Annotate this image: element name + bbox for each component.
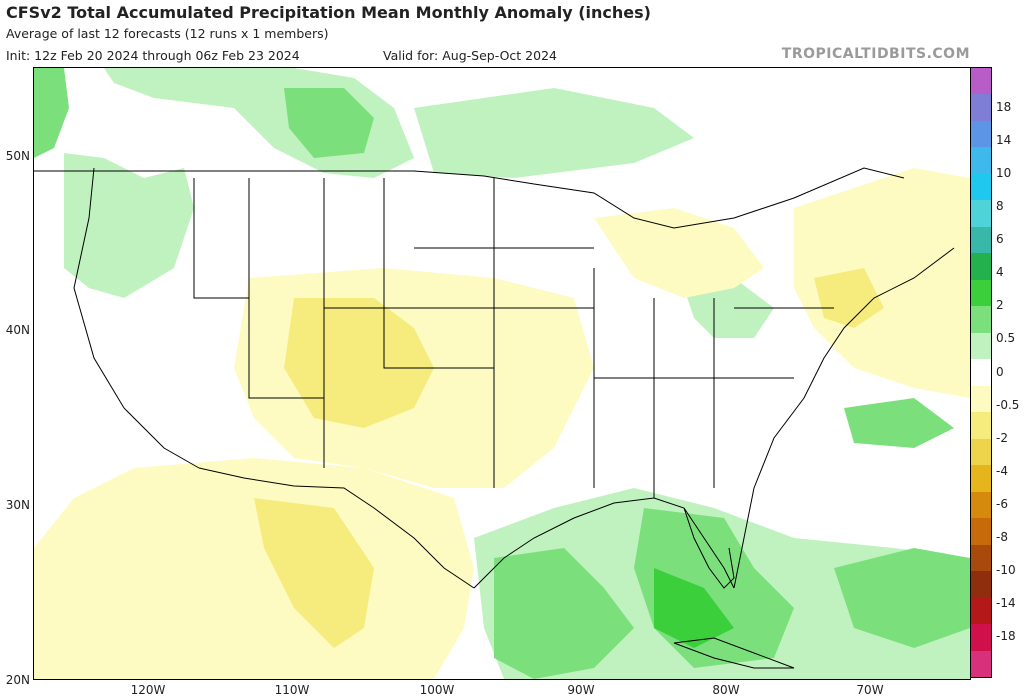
colorbar-swatch [971, 359, 991, 387]
lon-label-70w: 70W [856, 683, 884, 697]
colorbar-tick-label: -0.5 [996, 397, 1020, 412]
colorbar-tick-label: -14 [996, 596, 1016, 611]
colorbar-tick-label: 4 [996, 265, 1004, 280]
lat-label-20n: 20N [5, 673, 30, 687]
colorbar-swatch [971, 518, 991, 546]
wet-area-atlantic [834, 548, 970, 648]
wet-area-atlantic-east [844, 398, 954, 448]
dry-area-mexico [34, 458, 474, 679]
colorbar-tick-label: -8 [996, 529, 1008, 544]
colorbar-swatch [971, 650, 991, 678]
wet-area-gulf-core [494, 548, 634, 679]
florida-peninsula [683, 507, 735, 589]
lat-label-50n: 50N [5, 149, 30, 163]
lat-label-40n: 40N [5, 323, 30, 337]
state-line-2 [248, 178, 324, 399]
wet-area-bc-core [284, 88, 374, 158]
precipitation-anomaly-map[interactable] [33, 67, 971, 680]
colorbar-swatch [971, 147, 991, 175]
colorbar-tick-label: -6 [996, 496, 1008, 511]
us-canada-border [34, 167, 905, 229]
colorbar-swatch [971, 120, 991, 148]
colorbar-swatch [971, 571, 991, 599]
colorbar-tick-label: 2 [996, 298, 1004, 313]
map-canvas [34, 68, 970, 679]
gulf-coast [473, 497, 735, 589]
dry-area-northeast-core [814, 268, 884, 328]
colorbar-swatch [971, 253, 991, 281]
colorbar-swatch [971, 94, 991, 122]
colorbar-swatch [971, 385, 991, 413]
us-mexico-border [198, 467, 475, 589]
colorbar-swatch [971, 173, 991, 201]
colorbar-tick-label: 8 [996, 199, 1004, 213]
colorbar-tick-label: -4 [996, 463, 1008, 478]
colorbar-swatch [971, 491, 991, 519]
colorbar-tick-label: -10 [996, 563, 1016, 578]
valid-period-label: Valid for: Aug-Sep-Oct 2024 [383, 48, 557, 63]
init-time-label: Init: 12z Feb 20 2024 through 06z Feb 23… [6, 48, 300, 63]
colorbar-tick-label: 6 [996, 232, 1004, 247]
colorbar-swatch [971, 624, 991, 651]
colorbar-tick-label: 0.5 [996, 331, 1016, 346]
colorbar-swatch [971, 544, 991, 572]
state-line-1 [193, 178, 249, 299]
colorbar-swatch [971, 412, 991, 440]
colorbar-tick-label: 0 [996, 364, 1004, 379]
colorbar-swatch [971, 465, 991, 493]
lon-label-120w: 120W [130, 683, 166, 697]
political-boundaries [34, 167, 955, 669]
dry-area-northeast [794, 168, 970, 398]
colorbar-swatch [971, 438, 991, 466]
colorbar-tick-label: 18 [996, 99, 1012, 114]
source-watermark[interactable]: TROPICALTIDBITS.COM [781, 46, 970, 62]
colorbar [970, 67, 992, 678]
colorbar-swatch [971, 68, 991, 95]
lon-label-90w: 90W [567, 683, 595, 697]
anomaly-shading [34, 68, 970, 679]
lon-label-80w: 80W [712, 683, 740, 697]
dry-area-mexico-core [254, 498, 374, 648]
colorbar-swatch [971, 306, 991, 334]
lon-label-110w: 110W [274, 683, 310, 697]
colorbar-swatch [971, 200, 991, 228]
dry-area-great-lakes [594, 208, 764, 298]
colorbar-swatch [971, 226, 991, 254]
map-subtitle: Average of last 12 forecasts (12 runs x … [6, 26, 329, 41]
map-title: CFSv2 Total Accumulated Precipitation Me… [6, 3, 651, 22]
wet-area-northwest [64, 153, 194, 298]
east-coast [733, 247, 955, 589]
lat-label-30n: 30N [5, 498, 30, 512]
colorbar-tick-label: -2 [996, 430, 1008, 445]
us-west-coast [73, 167, 200, 469]
colorbar-tick-label: 14 [996, 132, 1012, 147]
colorbar-swatch [971, 597, 991, 625]
cuba [673, 637, 795, 669]
wet-area-canada [414, 88, 694, 178]
dry-area-southwest [284, 298, 434, 428]
colorbar-tick-label: -18 [996, 629, 1016, 644]
colorbar-tick-label: 10 [996, 165, 1012, 180]
state-line-4 [383, 178, 494, 369]
wet-area-caribbean-core [654, 568, 734, 648]
lon-label-100w: 100W [419, 683, 455, 697]
colorbar-swatch [971, 332, 991, 360]
colorbar-swatch [971, 279, 991, 307]
wet-area-pacific-northwest [34, 68, 69, 158]
